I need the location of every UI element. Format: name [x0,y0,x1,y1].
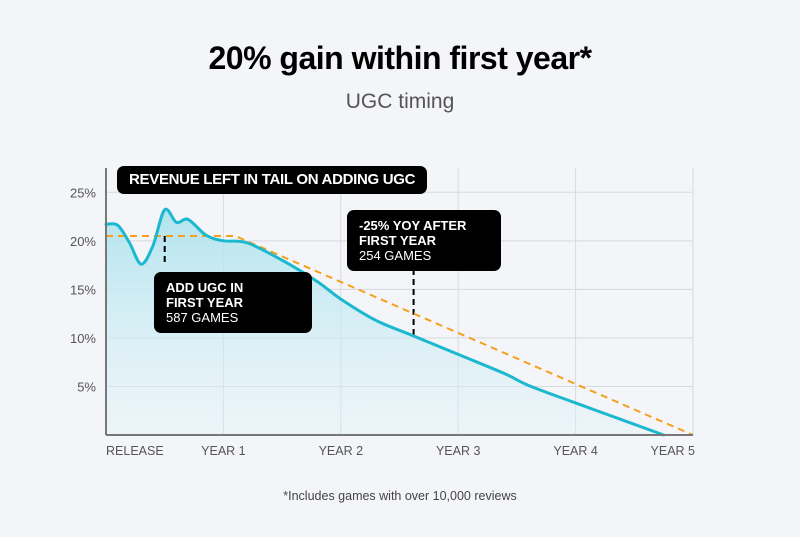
callout-add-ugc-line-1: ADD UGC IN [166,280,244,295]
x-axis-ticks: RELEASE YEAR 1 YEAR 2 YEAR 3 YEAR 4 YEAR 5 [106,444,695,458]
footnote: *Includes games with over 10,000 reviews [283,489,517,503]
x-tick-label: YEAR 1 [201,444,246,458]
callout-yoy-decline: -25% YOY AFTER FIRST YEAR 254 GAMES [347,210,501,271]
x-tick-label: YEAR 3 [436,444,481,458]
callout-add-ugc-line-2: FIRST YEAR [166,295,244,310]
x-tick-label: YEAR 4 [553,444,598,458]
revenue-area [106,209,664,435]
x-tick-label: YEAR 2 [319,444,364,458]
y-tick-label: 25% [70,185,96,200]
axes [105,168,693,436]
y-tick-label: 10% [70,331,96,346]
x-tick-label: YEAR 5 [651,444,696,458]
revenue-line [104,207,666,437]
chart-heading-badge: REVENUE LEFT IN TAIL ON ADDING UGC [117,166,428,194]
y-tick-label: 5% [77,379,96,394]
callout-add-ugc: ADD UGC IN FIRST YEAR 587 GAMES [154,272,312,333]
chart-subtitle: UGC timing [345,90,455,113]
annotation-leaders [163,235,415,335]
chart-title: 20% gain within first year* [208,40,592,76]
y-axis-ticks: 5% 10% 15% 20% 25% [70,185,96,394]
baseline-trend-line [106,234,694,436]
callout-add-ugc-count: 587 GAMES [166,310,239,325]
x-tick-label: RELEASE [106,444,164,458]
y-tick-label: 20% [70,234,96,249]
y-tick-label: 15% [70,282,96,297]
callout-yoy-line-1: -25% YOY AFTER [359,218,467,233]
callout-yoy-line-2: FIRST YEAR [359,233,437,248]
callout-yoy-count: 254 GAMES [359,248,432,263]
